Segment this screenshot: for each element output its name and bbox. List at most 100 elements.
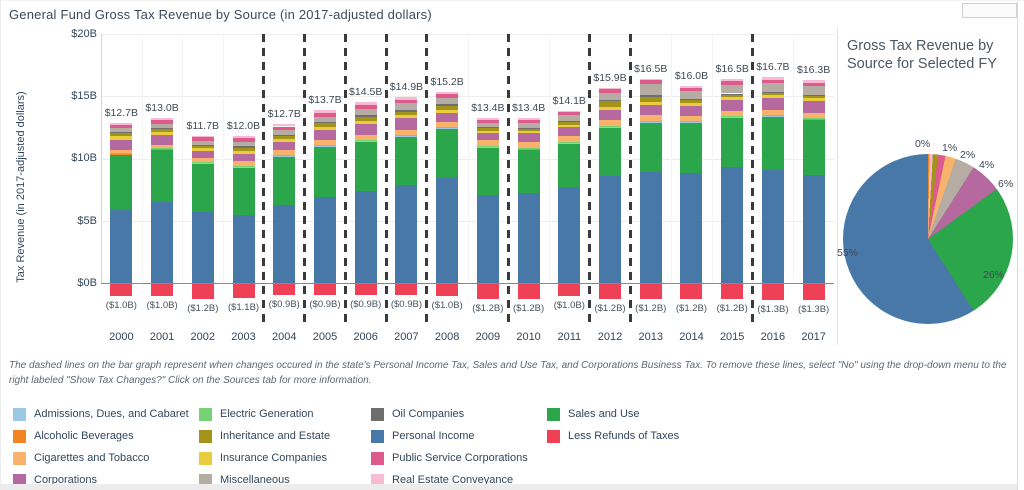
bar-segment-corporations[interactable] xyxy=(151,135,173,144)
bar-segment-inheritance-and-estate[interactable] xyxy=(395,112,417,115)
bar-segment-alcoholic-beverages[interactable] xyxy=(355,140,377,141)
bar-segment-alcoholic-beverages[interactable] xyxy=(518,149,540,150)
bar-segment-less-refunds[interactable] xyxy=(314,284,336,295)
bar-segment-public-service-corporations[interactable] xyxy=(640,80,662,84)
bar-segment-oil-companies[interactable] xyxy=(355,115,377,117)
bar-segment-sales-and-use[interactable] xyxy=(680,122,702,173)
bar-segment-corporations[interactable] xyxy=(314,130,336,140)
bar-segment-inheritance-and-estate[interactable] xyxy=(436,106,458,110)
bar-segment-alcoholic-beverages[interactable] xyxy=(762,115,784,116)
bar-segment-less-refunds[interactable] xyxy=(192,284,214,299)
bar-segment-alcoholic-beverages[interactable] xyxy=(110,154,132,155)
legend-item-admissions[interactable]: Admissions, Dues, and Cabaret xyxy=(13,403,189,425)
bar-segment-personal-income[interactable] xyxy=(436,178,458,283)
bar-segment-inheritance-and-estate[interactable] xyxy=(192,145,214,148)
bar-segment-miscellaneous[interactable] xyxy=(314,117,336,122)
bar-segment-miscellaneous[interactable] xyxy=(273,130,295,134)
bar-segment-less-refunds[interactable] xyxy=(395,284,417,295)
bar-segment-sales-and-use[interactable] xyxy=(395,136,417,185)
bar-segment-inheritance-and-estate[interactable] xyxy=(314,123,336,127)
bar-segment-real-estate-conveyance[interactable] xyxy=(355,102,377,105)
bar-segment-less-refunds[interactable] xyxy=(355,284,377,295)
bar-segment-insurance-companies[interactable] xyxy=(762,95,784,98)
bar-segment-inheritance-and-estate[interactable] xyxy=(803,95,825,97)
bar-segment-less-refunds[interactable] xyxy=(477,284,499,299)
bar-segment-personal-income[interactable] xyxy=(640,172,662,283)
bar-segment-alcoholic-beverages[interactable] xyxy=(314,145,336,146)
bar-segment-oil-companies[interactable] xyxy=(680,99,702,100)
bar-segment-miscellaneous[interactable] xyxy=(436,98,458,104)
bar-segment-cigarettes-and-tobacco[interactable] xyxy=(192,158,214,162)
bar-segment-less-refunds[interactable] xyxy=(151,284,173,296)
bar-segment-miscellaneous[interactable] xyxy=(599,93,621,100)
bar-segment-sales-and-use[interactable] xyxy=(640,122,662,172)
bar-segment-cigarettes-and-tobacco[interactable] xyxy=(558,136,580,142)
bar-segment-real-estate-conveyance[interactable] xyxy=(273,124,295,126)
bar-segment-cigarettes-and-tobacco[interactable] xyxy=(314,140,336,144)
bar-segment-less-refunds[interactable] xyxy=(640,284,662,299)
bar-segment-real-estate-conveyance[interactable] xyxy=(680,86,702,88)
bar-segment-alcoholic-beverages[interactable] xyxy=(640,121,662,122)
bar-segment-less-refunds[interactable] xyxy=(762,284,784,300)
bar-segment-alcoholic-beverages[interactable] xyxy=(680,121,702,122)
bar-segment-real-estate-conveyance[interactable] xyxy=(477,118,499,119)
bar-segment-personal-income[interactable] xyxy=(192,212,214,283)
bar-segment-miscellaneous[interactable] xyxy=(518,123,540,128)
bar-segment-less-refunds[interactable] xyxy=(599,284,621,299)
bar-segment-inheritance-and-estate[interactable] xyxy=(273,136,295,139)
bar-segment-miscellaneous[interactable] xyxy=(395,103,417,110)
bar-segment-inheritance-and-estate[interactable] xyxy=(477,128,499,131)
bar-segment-alcoholic-beverages[interactable] xyxy=(803,119,825,120)
bar-segment-alcoholic-beverages[interactable] xyxy=(395,135,417,136)
bar-segment-inheritance-and-estate[interactable] xyxy=(518,128,540,130)
bar-segment-corporations[interactable] xyxy=(680,106,702,116)
bar-segment-real-estate-conveyance[interactable] xyxy=(314,110,336,113)
bar-segment-corporations[interactable] xyxy=(640,105,662,116)
bar-segment-cigarettes-and-tobacco[interactable] xyxy=(151,145,173,149)
bar-segment-real-estate-conveyance[interactable] xyxy=(721,79,743,81)
bar-segment-less-refunds[interactable] xyxy=(803,284,825,300)
bar-segment-miscellaneous[interactable] xyxy=(721,85,743,94)
bar-segment-insurance-companies[interactable] xyxy=(803,98,825,101)
pie-chart[interactable] xyxy=(843,154,1013,324)
bar-segment-personal-income[interactable] xyxy=(599,176,621,283)
bar-segment-alcoholic-beverages[interactable] xyxy=(151,149,173,150)
bar-segment-corporations[interactable] xyxy=(192,151,214,158)
bar-segment-insurance-companies[interactable] xyxy=(395,115,417,118)
bar-segment-oil-companies[interactable] xyxy=(233,146,255,147)
bar-segment-personal-income[interactable] xyxy=(477,195,499,283)
bar-segment-real-estate-conveyance[interactable] xyxy=(558,111,580,112)
bar-segment-real-estate-conveyance[interactable] xyxy=(233,136,255,138)
bar-segment-sales-and-use[interactable] xyxy=(273,156,295,205)
bar-segment-personal-income[interactable] xyxy=(721,167,743,283)
bar-segment-inheritance-and-estate[interactable] xyxy=(558,122,580,124)
bar-segment-corporations[interactable] xyxy=(518,133,540,142)
bar-segment-oil-companies[interactable] xyxy=(518,128,540,129)
bar-segment-corporations[interactable] xyxy=(233,154,255,161)
bar-segment-insurance-companies[interactable] xyxy=(477,131,499,133)
bar-segment-miscellaneous[interactable] xyxy=(151,124,173,128)
bar-segment-personal-income[interactable] xyxy=(314,197,336,283)
bar-segment-alcoholic-beverages[interactable] xyxy=(436,127,458,128)
bar-segment-corporations[interactable] xyxy=(599,110,621,120)
bar-segment-less-refunds[interactable] xyxy=(436,284,458,296)
bar-segment-real-estate-conveyance[interactable] xyxy=(436,92,458,94)
bar-segment-oil-companies[interactable] xyxy=(721,94,743,95)
bar-segment-miscellaneous[interactable] xyxy=(803,86,825,95)
bar-segment-miscellaneous[interactable] xyxy=(558,115,580,121)
bar-segment-public-service-corporations[interactable] xyxy=(273,127,295,131)
bar-segment-sales-and-use[interactable] xyxy=(803,120,825,175)
bar-segment-oil-companies[interactable] xyxy=(558,121,580,122)
bar-segment-public-service-corporations[interactable] xyxy=(355,105,377,109)
bar-segment-alcoholic-beverages[interactable] xyxy=(273,155,295,156)
bar-segment-public-service-corporations[interactable] xyxy=(233,138,255,142)
bar-segment-oil-companies[interactable] xyxy=(436,104,458,106)
bar-segment-cigarettes-and-tobacco[interactable] xyxy=(640,115,662,121)
bar-segment-real-estate-conveyance[interactable] xyxy=(395,97,417,100)
bar-segment-sales-and-use[interactable] xyxy=(436,129,458,179)
bar-segment-sales-and-use[interactable] xyxy=(192,163,214,212)
bar-segment-public-service-corporations[interactable] xyxy=(395,100,417,104)
bar-segment-miscellaneous[interactable] xyxy=(680,91,702,99)
bar-segment-alcoholic-beverages[interactable] xyxy=(233,166,255,167)
bar-segment-insurance-companies[interactable] xyxy=(192,148,214,151)
